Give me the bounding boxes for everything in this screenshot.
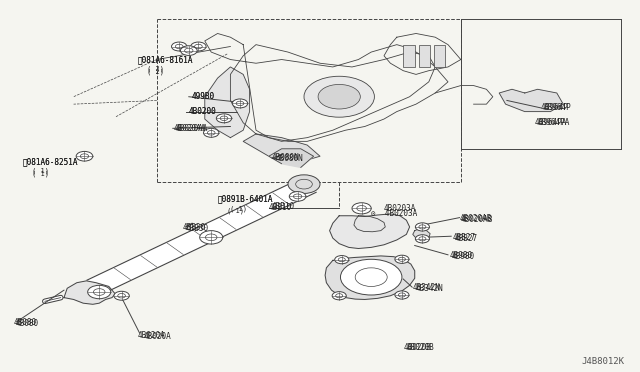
Text: 4BB27: 4BB27: [454, 234, 477, 243]
Text: 4B020AB: 4B020AB: [460, 214, 492, 223]
Polygon shape: [354, 216, 385, 232]
Circle shape: [88, 285, 111, 299]
Text: 4B964P: 4B964P: [541, 103, 568, 112]
Circle shape: [288, 175, 320, 193]
Circle shape: [172, 42, 187, 51]
Circle shape: [395, 291, 409, 299]
Text: 4B980: 4B980: [449, 251, 472, 260]
Text: 4BB10: 4BB10: [269, 203, 292, 212]
Text: ( 2): ( 2): [147, 68, 164, 75]
Polygon shape: [269, 149, 314, 167]
Bar: [434, 45, 445, 67]
Text: 4B080N: 4B080N: [275, 154, 303, 163]
Text: 4B0203A: 4B0203A: [384, 204, 417, 213]
Circle shape: [191, 42, 206, 51]
Circle shape: [76, 151, 93, 161]
Circle shape: [332, 292, 346, 300]
Circle shape: [216, 114, 232, 123]
Circle shape: [114, 291, 129, 300]
Text: 4B020B: 4B020B: [406, 343, 434, 352]
Text: 4B964PA: 4B964PA: [534, 118, 567, 126]
Text: ( 1): ( 1): [230, 205, 248, 212]
Circle shape: [289, 192, 306, 201]
Text: ( 2): ( 2): [147, 65, 164, 72]
Text: 4BB30: 4BB30: [182, 223, 205, 232]
Text: ③081A6-8251A: ③081A6-8251A: [22, 157, 78, 166]
Text: ⊙  4B0203A: ⊙ 4B0203A: [371, 209, 417, 218]
Circle shape: [415, 235, 429, 243]
Text: 4B080N: 4B080N: [272, 153, 300, 162]
Circle shape: [200, 231, 223, 244]
Circle shape: [318, 84, 360, 109]
Text: J4B8012K: J4B8012K: [581, 357, 624, 366]
Text: 4B0200: 4B0200: [189, 107, 216, 116]
Text: 4B964PA: 4B964PA: [538, 118, 570, 127]
Polygon shape: [325, 256, 415, 299]
Text: 4B020AA: 4B020AA: [174, 124, 207, 133]
Circle shape: [304, 76, 374, 117]
Text: ⑎0891B-6401A: ⑎0891B-6401A: [218, 195, 273, 203]
Bar: [403, 45, 415, 67]
Text: ( 1): ( 1): [32, 170, 49, 177]
Polygon shape: [64, 281, 115, 304]
Polygon shape: [205, 67, 250, 138]
Circle shape: [232, 99, 248, 108]
Text: 4BB10: 4BB10: [272, 202, 295, 211]
Polygon shape: [499, 89, 563, 112]
Text: ( 1): ( 1): [227, 208, 244, 214]
Text: Ⓑ081A6-8161A: Ⓑ081A6-8161A: [138, 55, 193, 64]
Text: 4BB30: 4BB30: [186, 224, 209, 233]
Text: 4B020AB: 4B020AB: [461, 215, 493, 224]
Polygon shape: [87, 180, 316, 293]
Circle shape: [204, 128, 219, 137]
Text: 4BB27: 4BB27: [453, 233, 476, 242]
Text: 4B020A: 4B020A: [138, 331, 165, 340]
Circle shape: [335, 256, 349, 264]
Text: 4B980: 4B980: [451, 252, 474, 261]
Polygon shape: [330, 214, 410, 248]
Circle shape: [352, 203, 371, 214]
Circle shape: [395, 255, 409, 263]
Text: 4B020A: 4B020A: [144, 332, 172, 341]
Text: Ⓑ081A6-8161A: Ⓑ081A6-8161A: [138, 55, 193, 64]
Polygon shape: [413, 229, 430, 240]
Polygon shape: [243, 134, 320, 160]
Text: 4B020AA: 4B020AA: [176, 124, 209, 133]
Text: ( 1): ( 1): [32, 168, 49, 174]
Text: 499B0: 499B0: [192, 92, 215, 101]
Text: ⑎0891B-6401A: ⑎0891B-6401A: [218, 195, 273, 203]
Text: ③081A6-8251A: ③081A6-8251A: [22, 157, 78, 166]
Circle shape: [415, 223, 429, 231]
Text: 4B020B: 4B020B: [403, 343, 431, 352]
Circle shape: [180, 46, 197, 55]
Text: 4B342N: 4B342N: [412, 283, 440, 292]
Text: 4B0200: 4B0200: [189, 107, 216, 116]
Circle shape: [340, 259, 402, 295]
Text: 499B0: 499B0: [192, 92, 215, 101]
Bar: [419, 45, 430, 67]
Text: 4B080: 4B080: [14, 318, 37, 327]
Text: 4B342N: 4B342N: [416, 284, 444, 293]
Text: 4B964P: 4B964P: [544, 103, 572, 112]
Text: 4B080: 4B080: [16, 319, 39, 328]
